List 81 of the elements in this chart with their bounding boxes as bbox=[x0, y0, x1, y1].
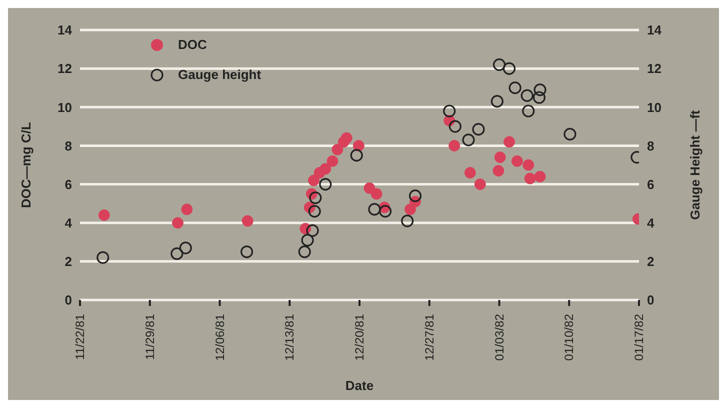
point bbox=[326, 155, 338, 167]
x-tick-label: 01/03/82 bbox=[492, 314, 506, 361]
y-tick-label: 4 bbox=[64, 215, 73, 230]
point bbox=[462, 134, 475, 146]
point bbox=[404, 204, 416, 216]
point bbox=[502, 62, 516, 75]
point bbox=[520, 89, 534, 102]
point bbox=[170, 247, 184, 260]
y-tick-label: 10 bbox=[58, 100, 72, 115]
point bbox=[332, 144, 344, 156]
x-tick-label: 01/10/82 bbox=[562, 314, 576, 361]
point bbox=[408, 190, 422, 202]
x-tick-label: 11/29/81 bbox=[142, 314, 157, 360]
point bbox=[340, 132, 352, 144]
point bbox=[98, 209, 110, 221]
point bbox=[308, 204, 321, 218]
point bbox=[401, 214, 414, 228]
y-tick-label: 6 bbox=[64, 176, 72, 192]
x-tick-label: 01/17/82 bbox=[632, 314, 646, 361]
y-tick-label: 12 bbox=[58, 61, 72, 76]
point bbox=[511, 155, 523, 167]
point bbox=[534, 83, 546, 96]
point bbox=[301, 234, 314, 247]
y2-tick-label: 6 bbox=[647, 176, 654, 192]
point bbox=[370, 188, 382, 200]
point bbox=[532, 91, 546, 104]
point bbox=[492, 58, 506, 72]
point bbox=[96, 251, 110, 264]
y2-tick-label: 0 bbox=[647, 292, 654, 308]
y2-tick-label: 10 bbox=[647, 100, 662, 115]
point bbox=[350, 149, 363, 162]
x-tick-label: 12/20/81 bbox=[352, 314, 366, 361]
legend-label: DOC bbox=[178, 36, 207, 54]
x-tick-label: 11/22/81 bbox=[73, 314, 87, 360]
point bbox=[308, 174, 320, 186]
x-axis-title: Date bbox=[345, 378, 374, 393]
point bbox=[179, 242, 192, 254]
point bbox=[503, 136, 515, 148]
point bbox=[534, 170, 546, 182]
y2-tick-label: 4 bbox=[647, 215, 655, 230]
point bbox=[319, 178, 332, 191]
y-tick-label: 2 bbox=[64, 254, 72, 270]
point bbox=[352, 140, 364, 152]
point bbox=[368, 203, 381, 216]
point bbox=[306, 224, 319, 237]
y2-tick-label: 2 bbox=[647, 254, 654, 270]
x-tick-label: 12/06/81 bbox=[212, 314, 227, 361]
point bbox=[172, 217, 184, 229]
y2-tick-label: 8 bbox=[647, 138, 654, 154]
point bbox=[448, 120, 462, 133]
point bbox=[378, 204, 392, 218]
y2-axis-title: Gauge Height —ft bbox=[688, 109, 703, 220]
y2-tick-label: 14 bbox=[647, 22, 662, 38]
point bbox=[472, 123, 485, 136]
y-tick-label: 14 bbox=[58, 22, 73, 38]
point bbox=[364, 182, 376, 194]
point bbox=[564, 128, 576, 140]
point bbox=[492, 165, 504, 177]
y2-tick-label: 12 bbox=[647, 61, 662, 76]
point bbox=[242, 215, 254, 227]
point bbox=[298, 245, 311, 258]
x-tick-label: 12/27/81 bbox=[422, 314, 436, 361]
y-axis-title: DOC—mg C/L bbox=[18, 122, 34, 208]
point bbox=[240, 245, 254, 258]
x-tick-label: 12/13/81 bbox=[282, 314, 297, 361]
point bbox=[524, 172, 536, 184]
point bbox=[181, 204, 193, 216]
point bbox=[309, 191, 322, 204]
point bbox=[474, 178, 486, 190]
y-tick-label: 0 bbox=[64, 292, 72, 308]
point bbox=[522, 104, 535, 118]
point bbox=[443, 104, 456, 118]
y-tick-label: 8 bbox=[64, 138, 72, 154]
point bbox=[320, 163, 332, 175]
point bbox=[464, 166, 476, 178]
legend-label: Gauge height bbox=[178, 66, 262, 84]
point bbox=[448, 140, 460, 152]
point bbox=[490, 95, 504, 108]
point bbox=[508, 82, 522, 94]
point bbox=[522, 159, 534, 171]
point bbox=[494, 152, 506, 164]
